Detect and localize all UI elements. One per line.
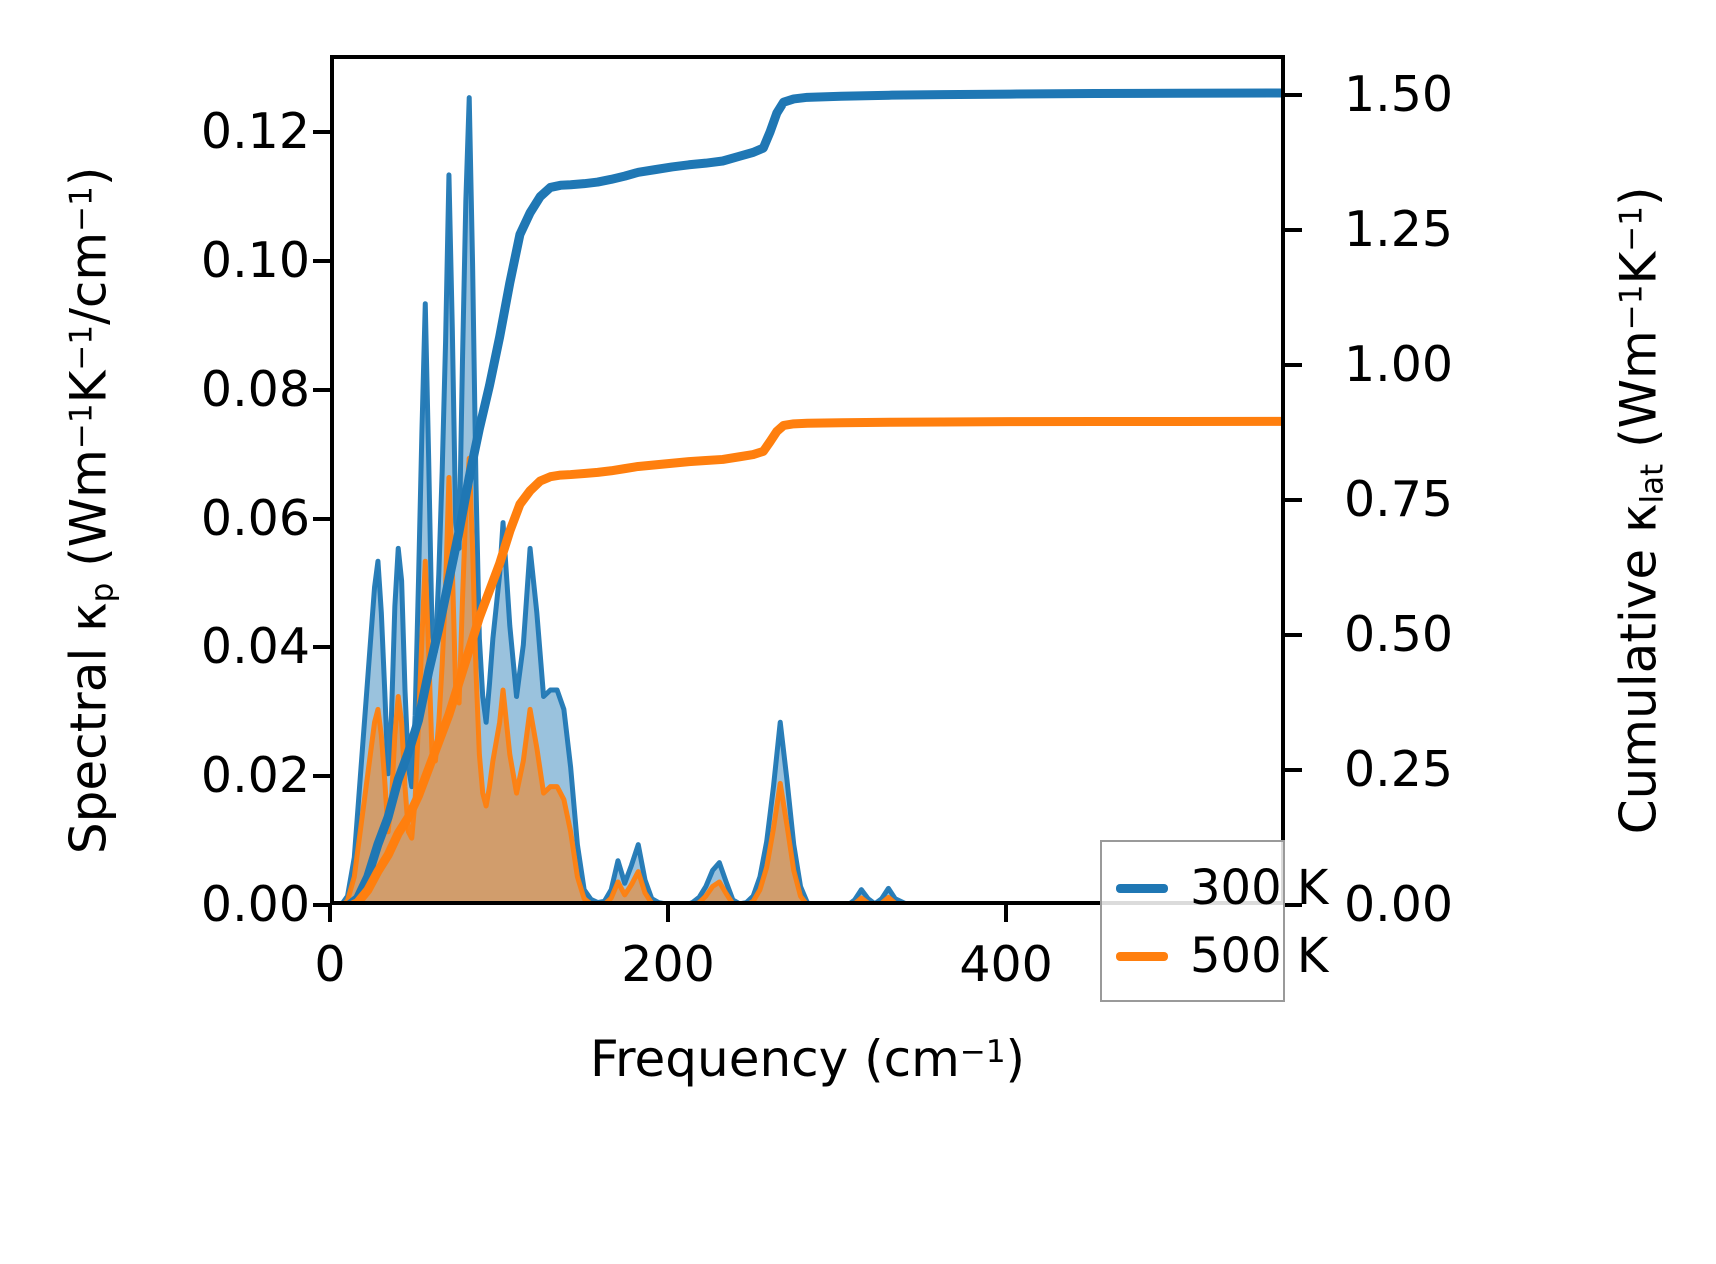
- y-left-tick-6: [313, 130, 330, 135]
- y-left-tick-4: [313, 387, 330, 392]
- y-left-tick-label-2: 0.04: [200, 618, 310, 676]
- x-tick-label-0: 0: [314, 936, 346, 993]
- y-left-tick-label-6: 0.12: [200, 103, 310, 161]
- cumulative-line-500k: [350, 416, 1281, 901]
- y-right-tick-label-5: 1.25: [1344, 201, 1454, 259]
- plot-area: [330, 55, 1285, 905]
- y-right-tick-1: [1285, 768, 1302, 773]
- legend-swatch-500k: [1116, 951, 1168, 961]
- y-left-tick-label-5: 0.10: [200, 232, 310, 290]
- x-title-text: Frequency (cm−1): [589, 1030, 1026, 1088]
- legend-swatch-300k: [1116, 883, 1168, 893]
- cumulative-line-300k: [346, 88, 1281, 901]
- y-right-title-text: Cumulative κlat (Wm−1K−1): [1609, 186, 1671, 835]
- y-right-tick-label-2: 0.50: [1344, 606, 1454, 664]
- y-right-tick-4: [1285, 363, 1302, 368]
- y-axis-right-title: Cumulative κlat (Wm−1K−1): [1610, 80, 1671, 940]
- y-left-tick-0: [313, 903, 330, 907]
- y-right-tick-0: [1285, 903, 1302, 907]
- y-left-tick-1: [313, 774, 330, 779]
- x-tick-0: [328, 905, 332, 922]
- x-tick-label-2: 400: [959, 936, 1053, 993]
- y-left-tick-2: [313, 645, 330, 650]
- legend-box[interactable]: 300 K 500 K: [1100, 840, 1328, 1002]
- legend-item-500k[interactable]: 500 K: [1116, 922, 1328, 990]
- y-right-tick-label-3: 0.75: [1344, 471, 1454, 529]
- y-right-tick-5: [1285, 228, 1302, 233]
- y-left-tick-label-4: 0.08: [200, 360, 310, 418]
- y-left-tick-label-3: 0.06: [200, 489, 310, 547]
- y-right-tick-3: [1285, 498, 1302, 503]
- y-left-tick-3: [313, 516, 330, 521]
- x-axis-title: Frequency (cm−1): [330, 1030, 1285, 1088]
- x-tick-2: [1004, 905, 1009, 922]
- y-right-tick-label-1: 0.25: [1344, 741, 1454, 799]
- plot-svg: [341, 88, 1281, 901]
- legend-label-500k: 500 K: [1190, 928, 1329, 984]
- y-right-tick-label-0: 0.00: [1344, 876, 1454, 933]
- legend-item-300k[interactable]: 300 K: [1116, 854, 1328, 922]
- x-tick-label-1: 200: [621, 936, 715, 993]
- y-right-tick-label-6: 1.50: [1344, 66, 1454, 124]
- y-left-tick-label-0: 0.00: [200, 876, 310, 933]
- y-left-tick-5: [313, 259, 330, 264]
- y-axis-left-title: Spectral κp (Wm−1K−1/cm−1): [60, 80, 121, 940]
- x-tick-1: [666, 905, 671, 922]
- legend-label-300k: 300 K: [1190, 860, 1329, 916]
- y-right-tick-6: [1285, 93, 1302, 98]
- y-right-tick-2: [1285, 633, 1302, 638]
- y-left-tick-label-1: 0.02: [200, 747, 310, 805]
- y-left-title-text: Spectral κp (Wm−1K−1/cm−1): [59, 166, 121, 855]
- spectral-fill-500k: [347, 458, 893, 901]
- y-right-tick-label-4: 1.00: [1344, 336, 1454, 394]
